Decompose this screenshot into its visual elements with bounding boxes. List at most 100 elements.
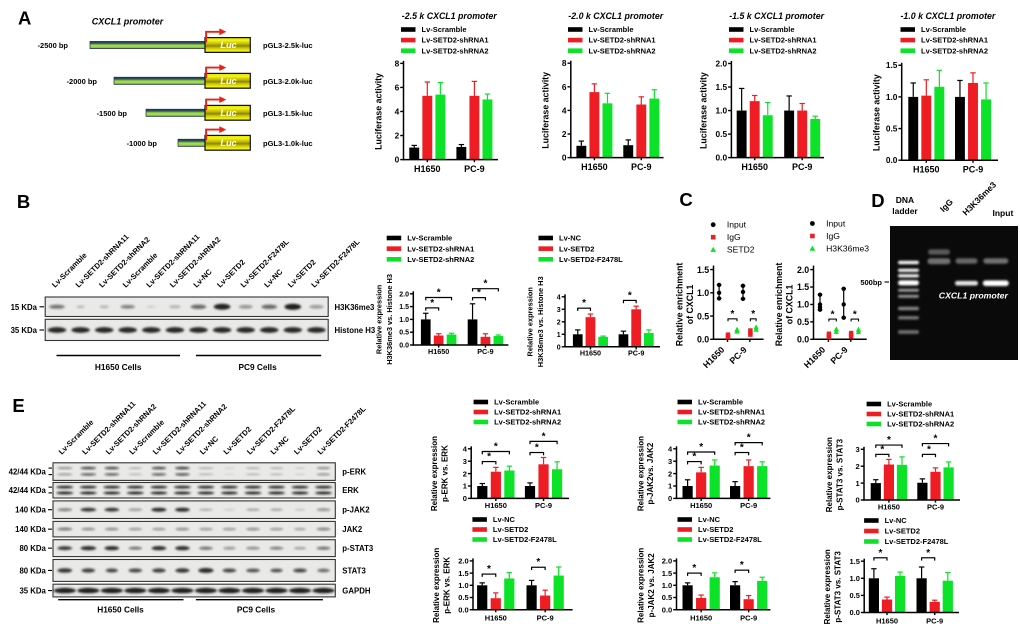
svg-text:Lv-SETD2-shRNA2: Lv-SETD2-shRNA2 [407,255,474,264]
svg-text:H1650: H1650 [414,164,441,174]
svg-text:6: 6 [562,82,567,92]
svg-text:PC-9: PC-9 [740,614,757,623]
svg-text:80 KDa: 80 KDa [19,544,46,553]
svg-text:Lv-SETD2: Lv-SETD2 [559,244,594,253]
svg-text:35 KDa: 35 KDa [19,586,46,595]
svg-text:Luc: Luc [220,138,236,148]
svg-text:Luc: Luc [220,40,236,50]
svg-text:1: 1 [856,479,860,488]
svg-text:0.0: 0.0 [662,605,672,614]
svg-text:pGL3-2.0k-luc: pGL3-2.0k-luc [263,77,313,86]
svg-text:1.0: 1.0 [399,317,409,324]
svg-text:Input: Input [826,219,846,229]
svg-text:Lv-SETD2-shRNA2: Lv-SETD2-shRNA2 [921,46,988,55]
svg-text:Lv-SETD2-shRNA2: Lv-SETD2-shRNA2 [422,46,489,55]
svg-text:4: 4 [557,294,561,301]
svg-text:*: * [437,288,441,299]
svg-text:Relative enrichment: Relative enrichment [774,263,784,347]
svg-text:1.5: 1.5 [849,557,859,566]
svg-text:2: 2 [562,129,567,139]
svg-text:Lv-SETD2-F2478L: Lv-SETD2-F2478L [559,255,623,264]
svg-text:p-STAT3 vs. STAT3: p-STAT3 vs. STAT3 [834,551,843,623]
svg-text:140 KDa: 140 KDa [15,506,46,515]
svg-text:Lv-Scramble: Lv-Scramble [698,398,743,407]
svg-text:0.5: 0.5 [797,317,809,327]
svg-text:Lv-NC: Lv-NC [493,515,516,524]
svg-text:*: * [430,298,434,309]
svg-text:140 KDa: 140 KDa [15,525,46,534]
svg-text:3: 3 [463,457,467,466]
svg-text:*: * [927,444,931,455]
svg-text:C: C [679,189,692,210]
svg-text:Lv-SETD2-shRNA1: Lv-SETD2-shRNA1 [589,36,656,45]
svg-text:Lv-SETD2-shRNA1: Lv-SETD2-shRNA1 [407,244,474,253]
svg-text:Luciferase activity: Luciferase activity [541,72,551,149]
svg-text:*: * [731,309,735,320]
svg-text:1.0: 1.0 [849,574,859,583]
svg-text:1.5: 1.5 [886,60,898,70]
svg-text:0.0: 0.0 [716,153,728,163]
svg-text:2: 2 [668,469,672,478]
svg-text:0.0: 0.0 [797,335,809,345]
svg-text:0.0: 0.0 [849,608,859,617]
svg-text:2.0: 2.0 [797,265,809,275]
svg-text:0.5: 0.5 [697,311,709,321]
svg-text:42/44 KDa: 42/44 KDa [9,486,47,495]
svg-text:*: * [934,434,938,445]
svg-text:Lv-SETD2-shRNA2: Lv-SETD2-shRNA2 [494,418,561,427]
svg-text:Relative expression: Relative expression [375,284,384,354]
svg-text:Lv-SETD2-F2478L: Lv-SETD2-F2478L [885,537,949,546]
svg-text:Relative expression: Relative expression [430,436,439,511]
svg-text:ERK: ERK [342,486,359,495]
svg-text:Luc: Luc [220,108,236,118]
svg-text:Relative expression: Relative expression [526,287,535,357]
svg-text:Lv-NC: Lv-NC [885,516,908,525]
svg-text:0: 0 [395,155,400,165]
svg-text:-1.5 k CXCL1 promoter: -1.5 k CXCL1 promoter [729,11,824,21]
svg-text:Input: Input [993,208,1014,218]
svg-text:Luc: Luc [220,76,236,86]
svg-text:8: 8 [562,58,567,68]
svg-text:p-ERK: p-ERK [342,467,366,476]
svg-text:H3K36me3 vs. Histone H3: H3K36me3 vs. Histone H3 [536,276,545,367]
svg-text:6: 6 [395,82,400,92]
svg-text:D: D [871,190,884,211]
svg-text:*: * [692,452,696,463]
svg-text:Relative expression: Relative expression [432,548,441,623]
svg-text:Relative expression: Relative expression [637,548,646,623]
svg-text:*: * [699,442,703,453]
svg-text:3: 3 [856,445,860,454]
svg-text:0.5: 0.5 [886,124,898,134]
svg-text:0.5: 0.5 [716,129,728,139]
svg-text:*: * [494,442,498,453]
svg-text:*: * [740,443,744,454]
svg-text:*: * [831,309,835,320]
svg-text:42/44 KDa: 42/44 KDa [9,467,47,476]
svg-text:*: * [926,548,930,559]
svg-text:PC9 Cells: PC9 Cells [238,362,277,372]
svg-text:0.0: 0.0 [458,605,468,614]
svg-text:pGL3-2.5k-luc: pGL3-2.5k-luc [263,41,313,50]
svg-text:0.0: 0.0 [697,335,709,345]
svg-text:PC-9: PC-9 [792,162,813,172]
svg-text:2.0: 2.0 [399,291,409,298]
svg-text:CXCL1 promoter: CXCL1 promoter [939,291,1009,301]
svg-text:*: * [853,309,857,320]
svg-text:Relative enrichment: Relative enrichment [675,263,685,347]
svg-text:Lv-SETD2-F2478L: Lv-SETD2-F2478L [493,535,557,544]
svg-text:*: * [887,435,891,446]
svg-text:Relative expression: Relative expression [637,436,646,511]
svg-text:2.0: 2.0 [458,557,468,566]
svg-text:0.5: 0.5 [849,591,859,600]
svg-text:3: 3 [557,307,561,314]
svg-text:Lv-SETD2-F2478L: Lv-SETD2-F2478L [698,535,762,544]
svg-text:CXCL1 promoter: CXCL1 promoter [92,17,164,27]
svg-text:4: 4 [395,106,400,116]
svg-text:Relative expression: Relative expression [823,549,832,624]
svg-text:PC-9: PC-9 [535,501,552,510]
svg-text:H1650: H1650 [876,616,898,625]
svg-text:-2000 bp: -2000 bp [67,77,98,86]
svg-text:2.0: 2.0 [662,557,672,566]
svg-text:*: * [692,563,696,574]
svg-text:1.5: 1.5 [662,569,672,578]
